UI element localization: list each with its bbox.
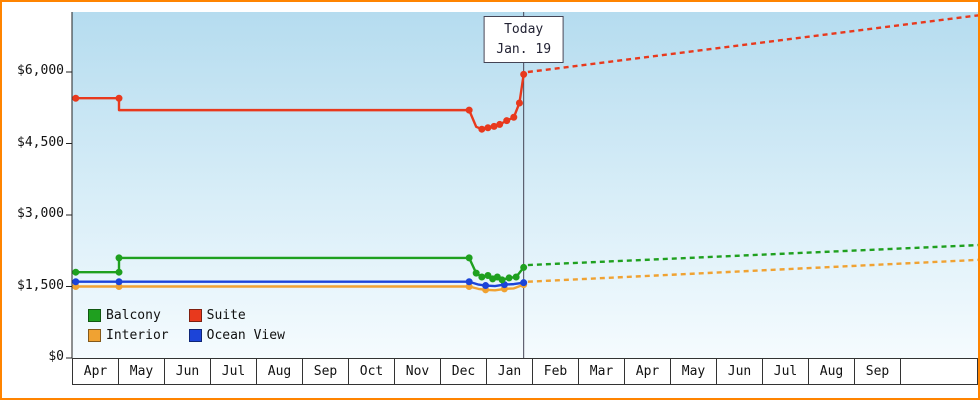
x-axis-month-label: Jul xyxy=(762,358,809,385)
y-tick-label: $3,000 xyxy=(17,206,64,221)
x-axis-month-label: Aug xyxy=(808,358,855,385)
y-tick-label: $4,500 xyxy=(17,134,64,150)
legend-item-balcony: Balcony xyxy=(88,308,169,323)
x-axis-month-label: Sep xyxy=(854,358,901,385)
x-axis-month-label: Feb xyxy=(532,358,579,385)
legend-swatch xyxy=(88,329,101,342)
y-tick-label: $6,000 xyxy=(17,63,64,78)
x-axis-month-label: Jun xyxy=(164,358,211,385)
today-annotation: Today Jan. 19 xyxy=(483,16,565,63)
legend: Balcony Suite Interior Ocean View xyxy=(88,308,285,343)
x-axis-month-label: Jun xyxy=(716,358,763,385)
x-axis-month-label: Apr xyxy=(624,358,671,385)
x-axis-month-label: Mar xyxy=(578,358,625,385)
today-annotation-line2: Jan. 19 xyxy=(496,41,552,57)
x-axis-filler xyxy=(900,358,978,385)
x-axis-month-label: Nov xyxy=(394,358,441,385)
legend-label: Interior xyxy=(106,328,169,343)
plot-area xyxy=(72,12,978,358)
legend-swatch xyxy=(188,329,202,342)
legend-swatch xyxy=(88,309,101,322)
y-tick-label: $0 xyxy=(48,349,64,364)
legend-label: Balcony xyxy=(106,308,161,323)
x-axis-month-label: Dec xyxy=(440,358,487,385)
x-axis-month-label: Oct xyxy=(348,358,395,385)
x-axis-month-label: Jan xyxy=(486,358,533,385)
x-axis-month-label: Apr xyxy=(72,358,119,385)
x-axis-month-label: Aug xyxy=(256,358,303,385)
legend-item-interior: Interior xyxy=(88,328,169,343)
x-axis-month-label: Sep xyxy=(302,358,349,385)
x-axis-month-label: May xyxy=(118,358,165,385)
legend-item-suite: Suite xyxy=(188,308,285,323)
legend-item-ocean-view: Ocean View xyxy=(188,328,285,343)
legend-label: Suite xyxy=(206,308,246,323)
today-annotation-line1: Today xyxy=(504,22,544,37)
x-axis: Apr May Jun Jul Aug Sep Oct Nov Dec Jan Feb Mar Apr M… xyxy=(72,358,978,385)
x-axis-month-label: May xyxy=(670,358,717,385)
y-tick-label: $1,500 xyxy=(17,277,64,293)
legend-swatch xyxy=(188,309,202,322)
x-axis-month-label: Jul xyxy=(210,358,257,385)
legend-label: Ocean View xyxy=(206,328,285,343)
